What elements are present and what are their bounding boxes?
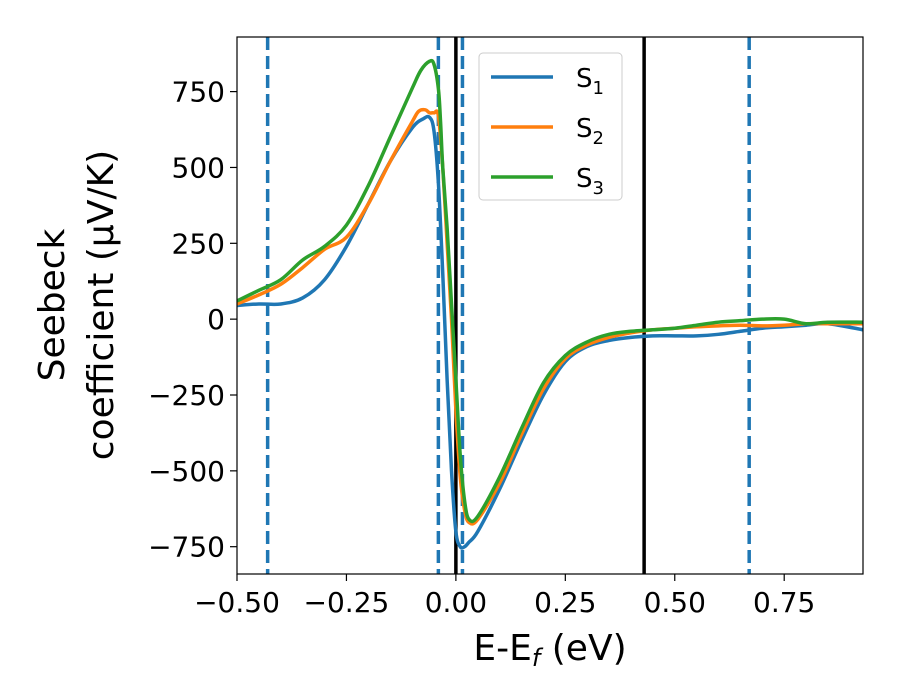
- y-tick-label: 250: [172, 227, 225, 260]
- y-axis-ticks: 750 500 250 0 −250 −500 −750: [148, 76, 237, 564]
- y-tick-label: 0: [207, 303, 225, 336]
- x-tick-label: 0.25: [534, 586, 596, 619]
- series-line-s3: [237, 58, 863, 524]
- x-axis-ticks: −0.50 −0.25 0.00 0.25 0.50 0.75: [194, 574, 815, 619]
- legend-items: S1 S2 S3: [491, 64, 604, 199]
- x-tick-label: −0.25: [304, 586, 390, 619]
- x-tick-label: 0.75: [753, 586, 815, 619]
- x-tick-label: −0.50: [194, 586, 280, 619]
- legend-label-s2: S2: [576, 114, 604, 149]
- y-axis-title-line1: Seebeck: [32, 228, 73, 381]
- y-tick-label: −250: [148, 379, 225, 412]
- x-axis-title-unit: (eV): [540, 628, 626, 669]
- x-tick-label: 0.50: [644, 586, 706, 619]
- y-tick-label: −500: [148, 455, 225, 488]
- x-tick-label: 0.00: [425, 586, 487, 619]
- y-tick-label: −750: [148, 531, 225, 564]
- legend-label-s1: S1: [576, 64, 604, 99]
- x-axis-title: E-Ef (eV): [473, 628, 626, 672]
- legend: S1 S2 S3: [478, 52, 623, 201]
- y-tick-label: 500: [172, 151, 225, 184]
- y-tick-label: 750: [172, 76, 225, 109]
- plot-frame: [236, 36, 864, 575]
- x-axis-title-main: E-E: [473, 628, 531, 669]
- series-lines: [237, 58, 863, 550]
- y-axis-title-line2: coefficient (μV/K): [81, 150, 122, 460]
- legend-label-s3: S3: [576, 164, 604, 199]
